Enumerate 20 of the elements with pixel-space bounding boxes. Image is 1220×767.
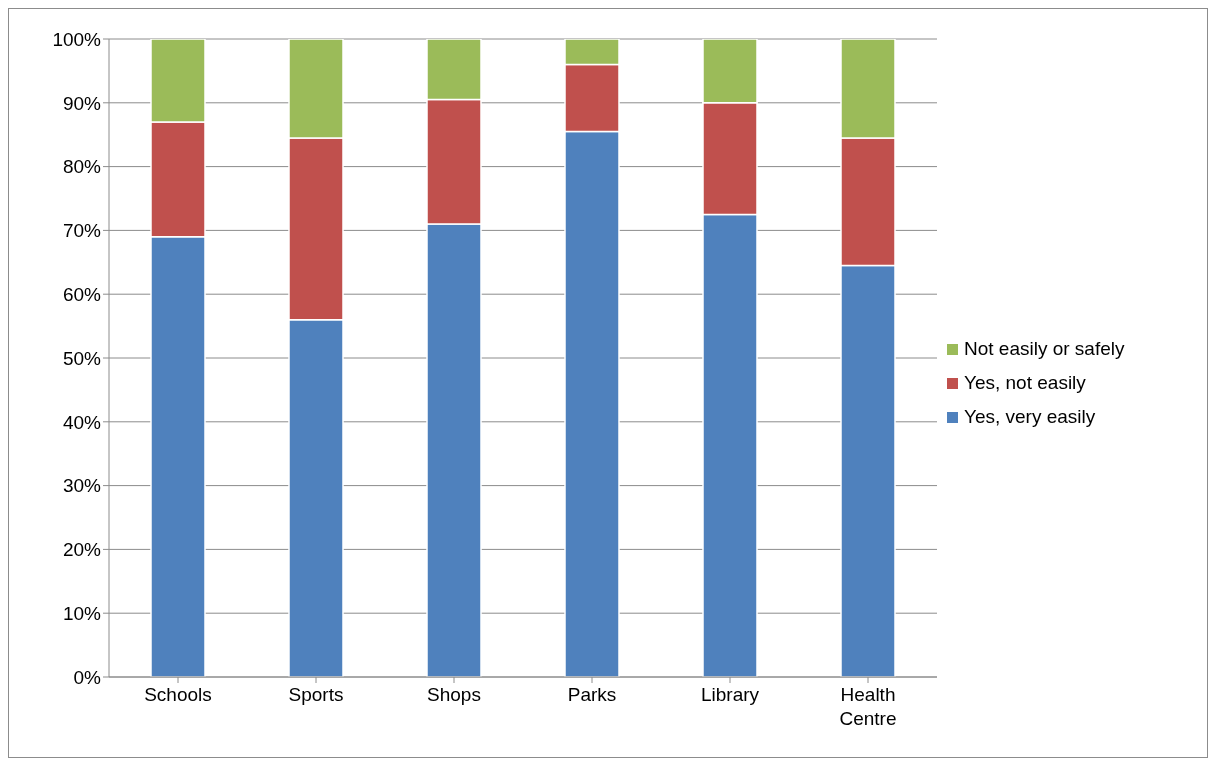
y-tick-label: 50% — [62, 347, 102, 369]
y-tick-label: 80% — [62, 156, 102, 178]
y-tick-label: 10% — [62, 602, 102, 624]
x-tick-label: Health Centre — [839, 684, 897, 729]
y-tick-label: 70% — [62, 220, 102, 242]
y-tick-label: 40% — [62, 411, 102, 433]
x-tick-label: Shops — [427, 684, 481, 705]
legend-label: Yes, very easily — [964, 406, 1096, 428]
x-tick-label: Library — [700, 684, 760, 705]
legend-label: Yes, not easily — [964, 372, 1086, 394]
y-tick-label: 90% — [62, 92, 102, 114]
legend-label: Not easily or safely — [964, 338, 1125, 360]
y-tick-label: 60% — [62, 283, 102, 305]
y-tick-label: 30% — [62, 475, 102, 497]
x-tick-label: Schools — [144, 684, 212, 705]
y-tick-label: 100% — [52, 28, 102, 50]
y-tick-label: 20% — [62, 539, 102, 561]
y-tick-label: 0% — [73, 666, 102, 688]
x-tick-label: Sports — [288, 684, 344, 705]
x-tick-label: Parks — [567, 684, 617, 705]
